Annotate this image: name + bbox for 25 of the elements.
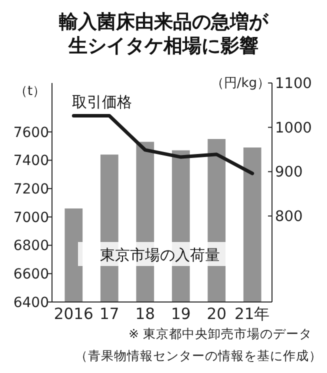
x-tick-label: 2016 — [54, 305, 94, 323]
y-tick-label: 6400 — [13, 294, 49, 311]
y-tick-label: 6800 — [13, 238, 49, 254]
x-tick-label: 18 — [135, 305, 155, 323]
y-axis-title: （t） — [14, 84, 46, 99]
y2-axis-title: （円/kg） — [210, 76, 270, 91]
x-tick-label: 17 — [100, 305, 120, 323]
y-tick-label: 7200 — [13, 182, 49, 198]
y2-tick-label: 800 — [275, 209, 303, 226]
y-tick-label: 7000 — [13, 210, 49, 226]
x-tick-label: 19 — [171, 305, 191, 323]
y-tick-label: 7400 — [13, 153, 49, 170]
series-label: 東京市場の入荷量 — [100, 246, 220, 264]
text: ※ 東京都中央卸売市場のデータ — [128, 326, 312, 341]
series-label: 取引価格 — [72, 93, 132, 111]
x-tick-label: 21年 — [234, 305, 270, 323]
chart-title: 輸入菌床由来品の急増が生シイタケ相場に影響 — [58, 11, 269, 57]
y-tick-label: 7600 — [13, 124, 49, 141]
x-tick-label: 20 — [206, 305, 226, 323]
text: （青果物情報センターの情報を基に作成） — [75, 348, 322, 363]
line-series — [72, 114, 254, 176]
y-tick-label: 6600 — [13, 266, 49, 283]
y2-tick-label: 1100 — [275, 76, 312, 92]
y2-tick-label: 1000 — [275, 120, 312, 136]
y2-tick-label: 900 — [275, 164, 303, 181]
